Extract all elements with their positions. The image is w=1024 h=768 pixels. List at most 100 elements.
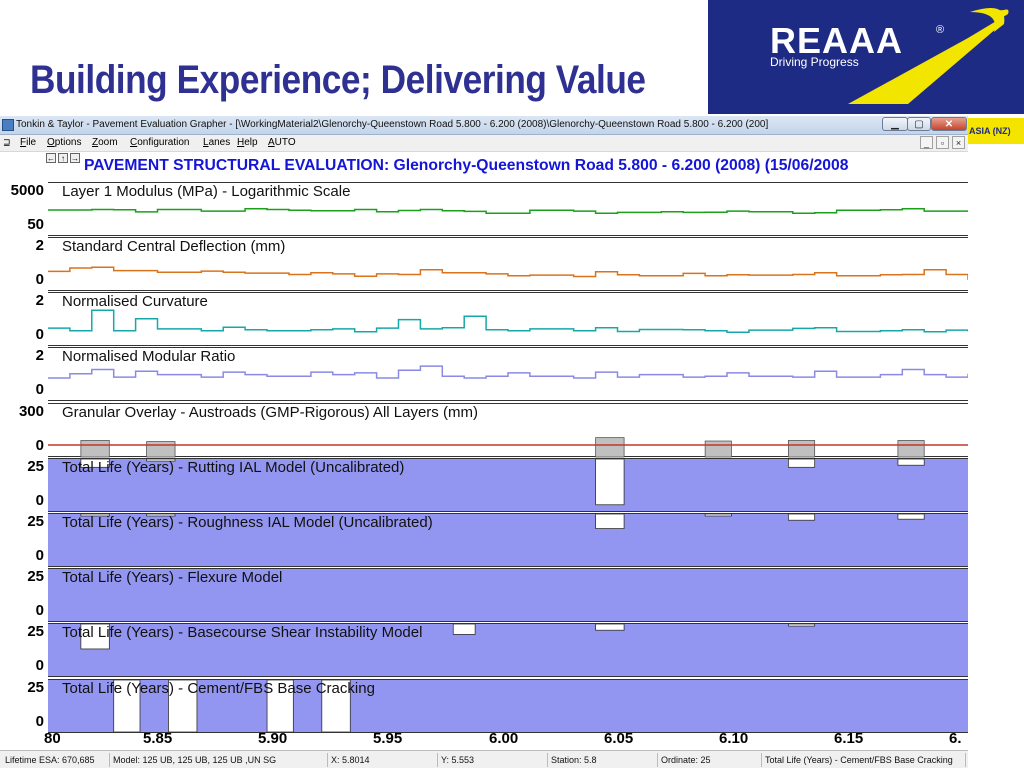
- menu-help[interactable]: Help: [237, 137, 258, 148]
- x-tick-label: 6.: [949, 730, 962, 747]
- logo-region-strip: ASIA (NZ): [966, 118, 1024, 144]
- panel-scale-bottom: 0: [35, 326, 44, 343]
- panel-scale-bottom: 50: [27, 216, 44, 233]
- mdi-doc-icon[interactable]: ⊒: [3, 137, 11, 147]
- logo-wordmark: REAAA: [770, 20, 904, 61]
- slide-title: Building Experience; Delivering Value: [30, 58, 646, 102]
- status-cell: Station: 5.8: [548, 753, 658, 767]
- panel-scale-top: 2: [35, 347, 44, 364]
- menu-auto[interactable]: AUTO: [268, 137, 296, 148]
- life-gap: [80, 623, 110, 650]
- panel-1[interactable]: [48, 182, 968, 236]
- overlay-bar: [595, 437, 625, 458]
- overlay-bar: [80, 440, 110, 458]
- overlay-bar: [146, 441, 176, 458]
- life-gap: [168, 679, 198, 733]
- x-tick-label: 6.15: [834, 730, 864, 747]
- app-icon: [2, 119, 14, 131]
- panel-scale-top: 25: [27, 458, 44, 475]
- panel-label: Layer 1 Modulus (MPa) - Logarithmic Scal…: [62, 183, 351, 200]
- window-restore-button[interactable]: ▢: [907, 117, 931, 131]
- panel-scale-top: 2: [35, 237, 44, 254]
- panel-label: Total Life (Years) - Roughness IAL Model…: [62, 514, 433, 531]
- panel-5[interactable]: [48, 403, 968, 457]
- panel-scale-bottom: 0: [35, 492, 44, 509]
- panel-scale-top: 25: [27, 679, 44, 696]
- panel-scale-top: 25: [27, 568, 44, 585]
- series-line: [48, 365, 968, 379]
- life-gap: [897, 458, 925, 466]
- panel-label: Total Life (Years) - Flexure Model: [62, 569, 283, 586]
- mdi-close-button[interactable]: ×: [952, 136, 965, 149]
- mdi-minimize-button[interactable]: _: [920, 136, 933, 149]
- reaaa-logo: REAAA ® Driving Progress: [708, 0, 1024, 114]
- life-gap: [452, 623, 476, 635]
- statusbar: Lifetime ESA: 670,685 Model: 125 UB, 125 …: [0, 750, 968, 768]
- overlay-bar: [787, 440, 816, 458]
- life-gap: [704, 513, 732, 517]
- logo-registered-mark: ®: [936, 24, 945, 36]
- panel-scale-top: 300: [18, 403, 44, 420]
- window-titlebar[interactable]: Tonkin & Taylor - Pavement Evaluation Gr…: [0, 116, 968, 135]
- x-tick-label: 5.90: [258, 730, 288, 747]
- status-cell: Total Life (Years) - Cement/FBS Base Cra…: [762, 753, 966, 767]
- panel-3[interactable]: [48, 292, 968, 346]
- x-tick-label: 6.10: [719, 730, 749, 747]
- report-title: PAVEMENT STRUCTURAL EVALUATION: Glenorch…: [84, 157, 849, 174]
- panels-plot[interactable]: [0, 116, 968, 750]
- panel-scale-bottom: 0: [35, 713, 44, 730]
- life-gap: [595, 623, 625, 631]
- series-line: [48, 309, 968, 334]
- panel-7[interactable]: [48, 513, 968, 567]
- panel-label: Total Life (Years) - Rutting IAL Model (…: [62, 459, 405, 476]
- panel-10[interactable]: [48, 679, 968, 733]
- panel-scale-bottom: 0: [35, 271, 44, 288]
- app-window: Tonkin & Taylor - Pavement Evaluation Gr…: [0, 116, 968, 768]
- menu-options[interactable]: Options: [47, 137, 82, 148]
- window-close-button[interactable]: ✕: [931, 117, 967, 131]
- status-cell: Y: 5.553: [438, 753, 548, 767]
- mdi-restore-button[interactable]: ▫: [936, 136, 949, 149]
- nav-left-button[interactable]: ←: [46, 153, 56, 163]
- panel-label: Total Life (Years) - Cement/FBS Base Cra…: [62, 680, 375, 697]
- life-gap: [146, 513, 176, 517]
- series-line: [48, 266, 968, 280]
- life-gap: [897, 513, 925, 520]
- menubar: ⊒ File Options Zoom Configuration Lanes Help A…: [0, 135, 968, 152]
- life-gap: [787, 623, 816, 627]
- menu-configuration[interactable]: Configuration: [130, 137, 190, 148]
- panel-scale-bottom: 0: [35, 381, 44, 398]
- panel-scale-top: 5000: [10, 182, 44, 199]
- life-gap: [321, 679, 351, 733]
- status-cell: X: 5.8014: [328, 753, 438, 767]
- life-gap: [80, 458, 110, 468]
- panel-scale-bottom: 0: [35, 602, 44, 619]
- window-title: Tonkin & Taylor - Pavement Evaluation Gr…: [16, 119, 769, 130]
- panel-label: Granular Overlay - Austroads (GMP-Rigoro…: [62, 404, 478, 421]
- overlay-bar: [704, 440, 732, 458]
- x-tick-label: 6.00: [489, 730, 519, 747]
- panel-scale-bottom: 0: [35, 547, 44, 564]
- panel-2[interactable]: [48, 237, 968, 291]
- panel-label: Total Life (Years) - Basecourse Shear In…: [62, 624, 423, 641]
- panel-scale-bottom: 0: [35, 657, 44, 674]
- x-tick-label: 6.05: [604, 730, 634, 747]
- window-minimize-button[interactable]: ▁: [882, 117, 908, 131]
- panel-label: Normalised Curvature: [62, 293, 208, 310]
- life-gap: [787, 513, 816, 521]
- menu-lanes[interactable]: Lanes: [203, 137, 231, 148]
- panel-label: Standard Central Deflection (mm): [62, 238, 286, 255]
- nav-right-button[interactable]: →: [70, 153, 80, 163]
- panel-8[interactable]: [48, 568, 968, 622]
- x-tick-label: 80: [44, 730, 61, 747]
- menu-zoom[interactable]: Zoom: [92, 137, 118, 148]
- life-gap: [80, 513, 110, 517]
- panel-scale-bottom: 0: [35, 437, 44, 454]
- menu-file[interactable]: File: [20, 137, 37, 148]
- x-tick-label: 5.85: [143, 730, 173, 747]
- panel-9[interactable]: [48, 623, 968, 677]
- series-line: [48, 207, 968, 215]
- nav-up-button[interactable]: ↑: [58, 153, 68, 163]
- panel-4[interactable]: [48, 347, 968, 401]
- life-gap: [266, 679, 294, 733]
